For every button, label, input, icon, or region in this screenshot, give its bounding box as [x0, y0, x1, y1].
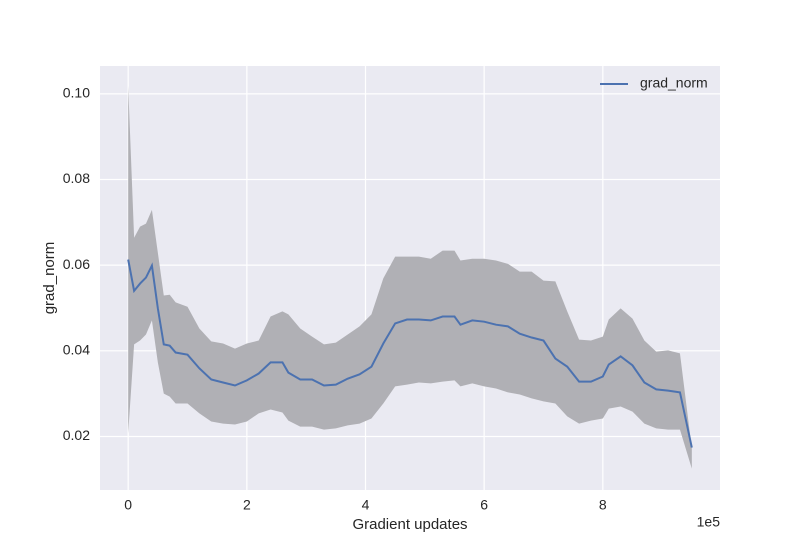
y-tick-label: 0.02: [63, 427, 90, 443]
x-axis-label: Gradient updates: [352, 516, 467, 533]
x-tick-label: 6: [480, 497, 488, 513]
y-axis-label: grad_norm: [41, 242, 58, 315]
legend-label: grad_norm: [640, 75, 708, 91]
x-tick-label: 0: [124, 497, 132, 513]
y-tick-label: 0.08: [63, 170, 90, 186]
y-tick-label: 0.04: [63, 342, 90, 358]
x-tick-label: 2: [243, 497, 251, 513]
error-band: [128, 85, 692, 469]
x-tick-label: 8: [599, 497, 607, 513]
x-tick-label: 4: [362, 497, 370, 513]
x-offset-label: 1e5: [697, 514, 721, 530]
y-tick-label: 0.10: [63, 85, 90, 101]
line: [127, 259, 693, 448]
y-tick-label: 0.06: [63, 256, 90, 272]
